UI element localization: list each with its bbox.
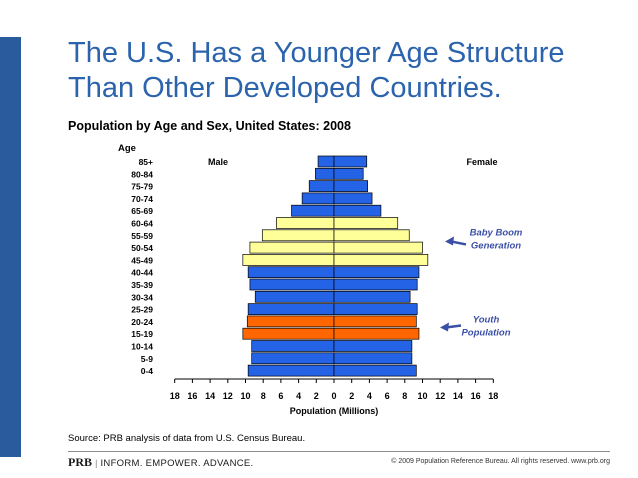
bar-female-20-24 — [333, 315, 417, 328]
female-label: Female — [466, 157, 497, 167]
age-label-45-49: 45-49 — [131, 255, 153, 265]
age-label-30-34: 30-34 — [131, 292, 153, 302]
x-tick-label-3: 12 — [223, 391, 233, 401]
age-label-85+: 85+ — [139, 157, 153, 167]
bar-female-70-74 — [333, 192, 373, 205]
annotation-0-line2: Generation — [471, 240, 521, 251]
x-tick-label-11: 4 — [367, 391, 372, 401]
x-tick-label-12: 6 — [385, 391, 390, 401]
copyright-notice: © 2009 Population Reference Bureau. All … — [391, 458, 610, 465]
bar-male-15-19 — [242, 327, 335, 340]
bar-male-45-49 — [242, 254, 335, 266]
annotation-1-line1: Youth — [473, 315, 500, 326]
x-tick-label-4: 10 — [240, 391, 250, 401]
bar-male-85+ — [317, 155, 335, 168]
bar-male-55-59 — [261, 229, 335, 242]
age-label-55-59: 55-59 — [131, 231, 153, 241]
arrow-1-head — [440, 322, 449, 332]
bar-male-30-34 — [254, 290, 335, 303]
bar-male-35-39 — [249, 278, 335, 291]
bar-female-0-4 — [333, 364, 417, 377]
bar-male-80-84 — [315, 167, 335, 180]
age-label-80-84: 80-84 — [131, 169, 153, 179]
x-tick-label-1: 16 — [187, 391, 197, 401]
age-label-70-74: 70-74 — [131, 194, 153, 204]
age-label-20-24: 20-24 — [131, 317, 153, 327]
bar-male-65-69 — [291, 204, 335, 217]
bar-male-60-64 — [276, 217, 335, 229]
x-tick-label-18: 18 — [488, 391, 498, 401]
bar-female-80-84 — [333, 167, 364, 180]
bar-male-0-4 — [247, 364, 335, 377]
bar-female-5-9 — [333, 352, 413, 365]
age-label-5-9: 5-9 — [141, 354, 154, 364]
footer-divider — [68, 451, 610, 452]
x-tick-label-7: 4 — [296, 391, 301, 401]
footer-tagline: INFORM. EMPOWER. ADVANCE. — [100, 458, 254, 469]
bar-male-75-79 — [308, 180, 335, 192]
age-label-75-79: 75-79 — [131, 182, 153, 192]
bar-male-40-44 — [247, 266, 335, 279]
bar-female-65-69 — [333, 204, 382, 217]
x-tick-label-15: 12 — [435, 391, 445, 401]
age-label-0-4: 0-4 — [141, 366, 154, 376]
title-line-2: Than Other Developed Countries. — [68, 72, 502, 104]
bar-male-70-74 — [301, 192, 335, 205]
bar-male-10-14 — [251, 340, 335, 352]
age-label-10-14: 10-14 — [131, 342, 153, 352]
chart-title: Population by Age and Sex, United States… — [68, 119, 351, 133]
age-label-25-29: 25-29 — [131, 305, 153, 315]
age-axis-label: Age — [118, 143, 136, 154]
prb-logo: PRB — [68, 455, 92, 469]
x-tick-label-10: 2 — [349, 391, 354, 401]
arrow-0-shaft — [450, 240, 467, 246]
slide-title: The U.S. Has a Younger Age Structure Tha… — [68, 36, 628, 106]
x-tick-label-16: 14 — [453, 391, 463, 401]
bar-female-35-39 — [333, 278, 418, 291]
x-tick-label-5: 8 — [261, 391, 266, 401]
bar-female-45-49 — [333, 254, 429, 266]
bar-male-25-29 — [247, 303, 335, 315]
x-tick-label-13: 8 — [402, 391, 407, 401]
bar-female-50-54 — [333, 241, 423, 254]
title-line-1: The U.S. Has a Younger Age Structure — [68, 37, 565, 69]
bar-male-5-9 — [251, 352, 335, 365]
annotation-0-line1: Baby Boom — [470, 227, 523, 238]
annotation-1-line2: Population — [461, 328, 510, 339]
age-label-15-19: 15-19 — [131, 329, 153, 339]
x-tick-label-2: 14 — [205, 391, 215, 401]
x-axis-label: Population (Millions) — [290, 406, 379, 416]
source-note: Source: PRB analysis of data from U.S. C… — [68, 433, 306, 444]
age-label-40-44: 40-44 — [131, 268, 153, 278]
x-tick-label-9: 0 — [331, 391, 336, 401]
age-label-60-64: 60-64 — [131, 219, 153, 229]
footer-separator: | — [95, 458, 98, 469]
x-tick-label-6: 6 — [278, 391, 283, 401]
bar-female-25-29 — [333, 303, 418, 315]
bar-female-15-19 — [333, 327, 420, 340]
bar-female-75-79 — [333, 180, 368, 192]
age-label-50-54: 50-54 — [131, 243, 153, 253]
age-label-65-69: 65-69 — [131, 206, 153, 216]
bar-female-40-44 — [333, 266, 420, 279]
age-label-35-39: 35-39 — [131, 280, 153, 290]
bar-female-10-14 — [333, 340, 413, 352]
x-tick-label-0: 18 — [170, 391, 180, 401]
bar-female-85+ — [333, 155, 368, 168]
footer-branding: PRB | INFORM. EMPOWER. ADVANCE. — [68, 455, 253, 470]
bar-male-20-24 — [246, 315, 335, 328]
bar-female-60-64 — [333, 217, 399, 229]
bar-female-30-34 — [333, 290, 411, 303]
arrow-0-head — [445, 236, 454, 246]
arrow-1-shaft — [445, 324, 462, 329]
x-tick-label-14: 10 — [417, 391, 427, 401]
x-tick-label-17: 16 — [471, 391, 481, 401]
male-label: Male — [208, 157, 228, 167]
left-accent-stripe — [0, 37, 21, 457]
bar-female-55-59 — [333, 229, 410, 242]
x-tick-label-8: 2 — [314, 391, 319, 401]
bar-male-50-54 — [249, 241, 335, 254]
